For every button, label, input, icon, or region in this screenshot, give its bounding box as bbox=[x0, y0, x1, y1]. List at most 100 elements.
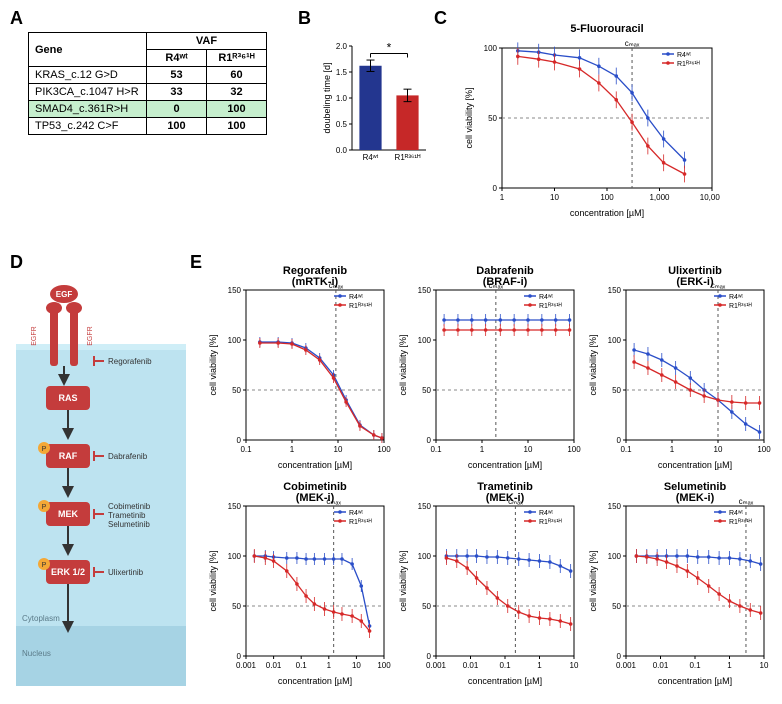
panel-label-a: A bbox=[10, 8, 23, 29]
svg-text:100: 100 bbox=[418, 336, 432, 345]
svg-text:concentration [µM]: concentration [µM] bbox=[278, 676, 352, 686]
svg-text:(ERK-i): (ERK-i) bbox=[676, 276, 714, 288]
svg-text:cell viability [%]: cell viability [%] bbox=[588, 334, 598, 395]
svg-text:cell viability [%]: cell viability [%] bbox=[208, 550, 218, 611]
svg-text:50: 50 bbox=[232, 602, 241, 611]
svg-text:100: 100 bbox=[600, 193, 614, 202]
svg-text:50: 50 bbox=[422, 386, 431, 395]
svg-text:EGFR: EGFR bbox=[31, 326, 38, 345]
panel-label-c: C bbox=[434, 8, 447, 29]
svg-text:10: 10 bbox=[760, 661, 769, 670]
svg-text:(MEK-i): (MEK-i) bbox=[676, 492, 715, 504]
svg-text:50: 50 bbox=[488, 114, 497, 123]
svg-text:cell viability [%]: cell viability [%] bbox=[208, 334, 218, 395]
svg-text:EGFR: EGFR bbox=[87, 326, 94, 345]
svg-text:100: 100 bbox=[418, 552, 432, 561]
panel-b-chart: 0.00.51.01.52.0R4ʷᵗR1ᴿ³⁶¹ᴴ*doubeling tim… bbox=[320, 28, 430, 178]
svg-text:0: 0 bbox=[427, 436, 432, 445]
svg-text:Trametinib: Trametinib bbox=[108, 511, 146, 520]
dose-response-chart: Regorafenib(mRTK-i)0501001500.1110100cₘₐ… bbox=[204, 262, 392, 472]
panel-label-d: D bbox=[10, 252, 23, 273]
svg-text:R1ᴿ³⁶¹ᴴ: R1ᴿ³⁶¹ᴴ bbox=[395, 153, 421, 162]
svg-text:cₘₐₓ: cₘₐₓ bbox=[739, 497, 754, 506]
th-vaf: VAF bbox=[147, 33, 267, 50]
svg-text:RAF: RAF bbox=[59, 451, 78, 461]
svg-text:0.1: 0.1 bbox=[296, 661, 308, 670]
svg-text:R1ᴿ³⁶¹ᴴ: R1ᴿ³⁶¹ᴴ bbox=[677, 61, 700, 68]
svg-text:100: 100 bbox=[608, 552, 622, 561]
svg-text:0: 0 bbox=[493, 184, 498, 193]
svg-text:0.1: 0.1 bbox=[240, 445, 252, 454]
svg-text:concentration [µM]: concentration [µM] bbox=[468, 460, 542, 470]
svg-text:R1ᴿ³⁶¹ᴴ: R1ᴿ³⁶¹ᴴ bbox=[349, 303, 372, 310]
svg-text:1.5: 1.5 bbox=[336, 68, 348, 77]
svg-text:cell viability [%]: cell viability [%] bbox=[398, 334, 408, 395]
svg-text:0: 0 bbox=[237, 436, 242, 445]
svg-text:concentration [µM]: concentration [µM] bbox=[658, 460, 732, 470]
th-gene: Gene bbox=[29, 33, 147, 67]
svg-text:50: 50 bbox=[612, 386, 621, 395]
svg-text:1: 1 bbox=[537, 661, 542, 670]
svg-text:R4ʷᵗ: R4ʷᵗ bbox=[729, 510, 743, 517]
svg-text:1: 1 bbox=[500, 193, 505, 202]
svg-text:R4ʷᵗ: R4ʷᵗ bbox=[539, 294, 553, 301]
svg-text:100: 100 bbox=[757, 445, 771, 454]
svg-text:150: 150 bbox=[418, 502, 432, 511]
svg-text:1.0: 1.0 bbox=[336, 94, 348, 103]
svg-text:2.0: 2.0 bbox=[336, 42, 348, 51]
svg-text:concentration [µM]: concentration [µM] bbox=[570, 208, 644, 218]
svg-text:R1ᴿ³⁶¹ᴴ: R1ᴿ³⁶¹ᴴ bbox=[539, 519, 562, 526]
svg-text:10,000: 10,000 bbox=[700, 193, 720, 202]
svg-text:100: 100 bbox=[377, 445, 391, 454]
svg-text:cₘₐₓ: cₘₐₓ bbox=[711, 281, 726, 290]
svg-text:0.1: 0.1 bbox=[689, 661, 701, 670]
svg-text:Ulixertinib: Ulixertinib bbox=[108, 568, 144, 577]
svg-text:R4ʷᵗ: R4ʷᵗ bbox=[729, 294, 743, 301]
svg-text:Regorafenib: Regorafenib bbox=[108, 357, 152, 366]
svg-text:R1ᴿ³⁶¹ᴴ: R1ᴿ³⁶¹ᴴ bbox=[729, 519, 752, 526]
svg-text:P: P bbox=[42, 504, 47, 511]
svg-text:P: P bbox=[42, 446, 47, 453]
svg-text:EGF: EGF bbox=[56, 290, 73, 299]
svg-text:0.01: 0.01 bbox=[266, 661, 282, 670]
svg-text:10: 10 bbox=[714, 445, 723, 454]
svg-text:cₘₐₓ: cₘₐₓ bbox=[625, 39, 640, 48]
svg-text:0.001: 0.001 bbox=[236, 661, 257, 670]
svg-text:0: 0 bbox=[237, 652, 242, 661]
table-row: TP53_c.242 C>F100100 bbox=[29, 118, 267, 135]
svg-text:Cytoplasm: Cytoplasm bbox=[22, 614, 60, 623]
svg-text:1: 1 bbox=[670, 445, 675, 454]
svg-text:R4ʷᵗ: R4ʷᵗ bbox=[677, 52, 691, 59]
panel-c-chart: 5-Fluorouracil 0 50 100 1 10 100 1,000 10,000 cₘₐ… bbox=[460, 20, 720, 220]
table-row: PIK3CA_c.1047 H>R3332 bbox=[29, 84, 267, 101]
svg-text:cₘₐₓ: cₘₐₓ bbox=[329, 281, 344, 290]
svg-text:MEK: MEK bbox=[58, 509, 79, 519]
dose-response-chart: Cobimetinib(MEK-i)0501001500.0010.010.11… bbox=[204, 478, 392, 688]
svg-text:0.001: 0.001 bbox=[616, 661, 637, 670]
svg-text:R4ʷᵗ: R4ʷᵗ bbox=[539, 510, 553, 517]
svg-text:concentration [µM]: concentration [µM] bbox=[468, 676, 542, 686]
svg-text:concentration [µM]: concentration [µM] bbox=[278, 460, 352, 470]
svg-text:cₘₐₓ: cₘₐₓ bbox=[508, 497, 523, 506]
panel-d-diagram: CytoplasmNucleusEGFEGFREGFRRASRAFPMEKPER… bbox=[16, 276, 186, 686]
svg-text:50: 50 bbox=[232, 386, 241, 395]
svg-text:5-Fluorouracil: 5-Fluorouracil bbox=[570, 23, 643, 35]
svg-text:150: 150 bbox=[608, 502, 622, 511]
svg-text:concentration [µM]: concentration [µM] bbox=[658, 676, 732, 686]
table-row: SMAD4_c.361R>H0100 bbox=[29, 101, 267, 118]
svg-text:Selumetinib: Selumetinib bbox=[108, 520, 150, 529]
svg-text:150: 150 bbox=[608, 286, 622, 295]
svg-text:R1ᴿ³⁶¹ᴴ: R1ᴿ³⁶¹ᴴ bbox=[349, 519, 372, 526]
svg-text:10: 10 bbox=[352, 661, 361, 670]
svg-text:100: 100 bbox=[484, 44, 498, 53]
svg-text:0.0: 0.0 bbox=[336, 146, 348, 155]
svg-text:ERK 1/2: ERK 1/2 bbox=[51, 567, 85, 577]
svg-text:10: 10 bbox=[334, 445, 343, 454]
svg-text:1,000: 1,000 bbox=[649, 193, 670, 202]
svg-text:50: 50 bbox=[612, 602, 621, 611]
svg-text:1: 1 bbox=[480, 445, 485, 454]
svg-text:0.01: 0.01 bbox=[463, 661, 479, 670]
svg-text:Cobimetinib: Cobimetinib bbox=[108, 502, 151, 511]
svg-text:1: 1 bbox=[727, 661, 732, 670]
svg-text:10: 10 bbox=[550, 193, 559, 202]
